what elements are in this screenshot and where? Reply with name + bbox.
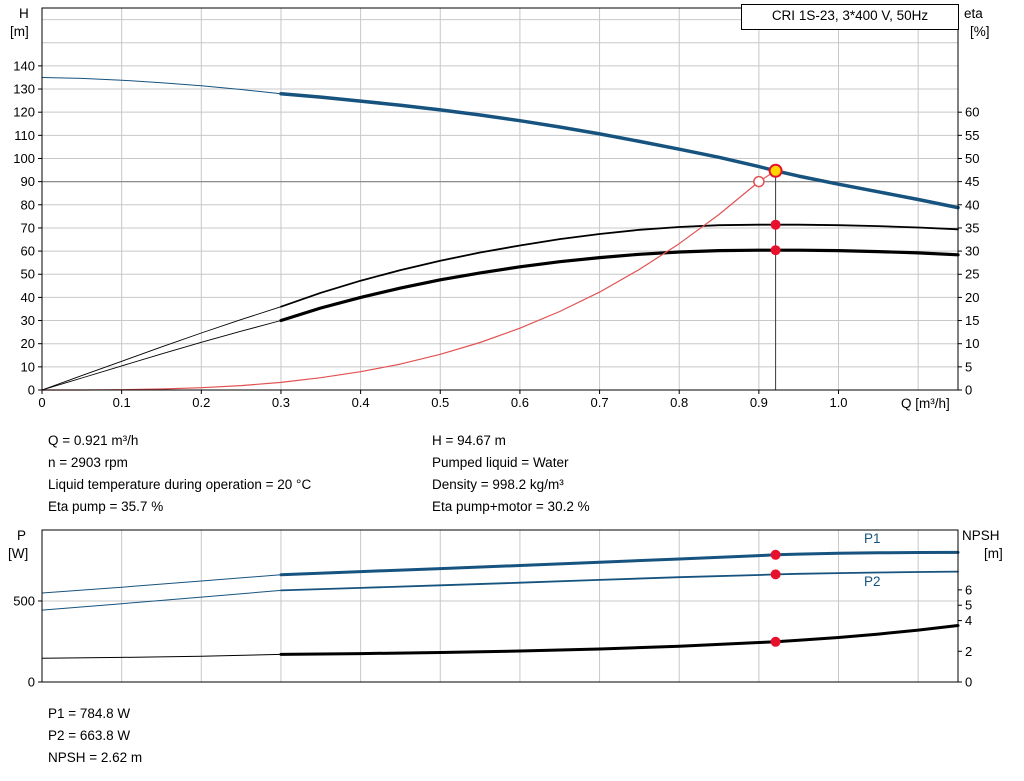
y-left-tick-label: 120 (13, 105, 35, 120)
y-left-tick-label: 130 (13, 82, 35, 97)
eta-axis-unit: [%] (970, 24, 990, 39)
x-tick-label: 0.1 (113, 395, 131, 410)
P2-curve (280, 570, 959, 592)
duty-info-right-column: H = 94.67 m Pumped liquid = Water Densit… (432, 430, 590, 518)
x-tick-label: 0.5 (431, 395, 449, 410)
y-left-tick-label: 60 (21, 244, 35, 259)
x-tick-label: 0.2 (192, 395, 210, 410)
x-tick-label: 0.8 (670, 395, 688, 410)
info-line-temp: Liquid temperature during operation = 20… (48, 477, 312, 492)
p1-curve-label: P1 (864, 531, 881, 546)
x-tick-label: 0.6 (511, 395, 529, 410)
y-right-tick-label: 0 (965, 383, 972, 398)
y-left-tick-label: 100 (13, 151, 35, 166)
y-left-tick-label: 40 (21, 290, 35, 305)
eta-axis-title: eta (964, 6, 983, 21)
y-right-tick-label: 5 (965, 359, 972, 374)
y-right-tick-label: 10 (965, 336, 979, 351)
y-right-tick-label: 40 (965, 197, 979, 212)
info-line-liquid: Pumped liquid = Water (432, 455, 569, 470)
pump-curve-curve (279, 91, 960, 210)
eta-pump-motor-duty-point (770, 245, 781, 256)
x-tick-label: 0 (38, 395, 45, 410)
pump-title-box: CRI 1S-23, 3*400 V, 50Hz (741, 4, 959, 30)
p2-duty-point (770, 569, 781, 580)
P1-extension-curve (41, 574, 282, 594)
info-line-eta-pump: Eta pump = 35.7 % (48, 499, 164, 514)
duty-point (768, 163, 783, 178)
y-right-tick-label: 4 (965, 613, 972, 628)
y-right-tick-label: 5 (965, 598, 972, 613)
y-right-tick-label: 15 (965, 313, 979, 328)
y-left-tick-label: 0 (28, 675, 35, 690)
system-curve-curve (41, 170, 777, 391)
plot-border (41, 529, 959, 683)
h-axis-title: H (19, 6, 29, 21)
y-right-tick-label: 2 (965, 644, 972, 659)
result-line-p1: P1 = 784.8 W (48, 706, 131, 721)
pump-curve-extension-curve (41, 77, 282, 95)
info-line-q: Q = 0.921 m³/h (48, 433, 139, 448)
y-left-tick-label: 110 (14, 128, 35, 143)
eta-pump-motor-extension-curve (41, 320, 282, 391)
y-right-tick-label: 20 (965, 290, 979, 305)
y-right-tick-label: 50 (965, 151, 979, 166)
eta-pump-motor-curve-curve (279, 248, 960, 323)
p-axis-title: P (17, 528, 27, 543)
NPSH-curve (279, 624, 960, 656)
y-left-tick-label: 140 (13, 58, 35, 73)
eta-pump-duty-point (770, 219, 781, 230)
y-left-tick-label: 50 (21, 267, 35, 282)
y-left-tick-label: 70 (21, 220, 35, 235)
info-line-speed: n = 2903 rpm (48, 455, 128, 470)
x-tick-label: 1.0 (829, 395, 847, 410)
P2-extension-curve (41, 589, 282, 611)
x-tick-label: 0.4 (352, 395, 370, 410)
y-left-tick-label: 80 (21, 197, 35, 212)
y-left-tick-label: 0 (28, 383, 35, 398)
info-line-h: H = 94.67 m (432, 433, 506, 448)
h-axis-unit: [m] (10, 24, 29, 39)
x-tick-label: 0.7 (591, 395, 609, 410)
p2-curve-label: P2 (864, 574, 881, 589)
y-right-tick-label: 60 (965, 105, 979, 120)
eta-pump-curve-curve (280, 223, 959, 308)
y-left-tick-label: 20 (21, 336, 35, 351)
y-left-tick-label: 10 (21, 359, 35, 374)
npsh-duty-point (770, 636, 781, 647)
p1-duty-point (770, 549, 781, 560)
y-right-tick-label: 35 (965, 220, 979, 235)
NPSH-extension-curve (41, 653, 282, 659)
x-tick-label: 0.9 (750, 395, 768, 410)
x-tick-label: 0.3 (272, 395, 290, 410)
result-line-p2: P2 = 663.8 W (48, 728, 131, 743)
y-right-tick-label: 25 (965, 267, 979, 282)
plot-border (41, 7, 959, 391)
p-axis-unit: [W] (8, 546, 29, 561)
npsh-axis-title: NPSH (962, 528, 1000, 543)
P1-curve (279, 550, 960, 577)
y-left-tick-label: 500 (13, 593, 35, 608)
q-axis-title: Q [m³/h] (901, 396, 950, 411)
info-line-density: Density = 998.2 kg/m³ (432, 477, 564, 492)
y-right-tick-label: 55 (965, 128, 979, 143)
eta-pump-extension-curve (41, 306, 282, 391)
y-right-tick-label: 45 (965, 174, 979, 189)
result-line-npsh: NPSH = 2.62 m (48, 750, 143, 765)
y-right-tick-label: 30 (965, 244, 979, 259)
y-right-tick-label: 0 (965, 675, 972, 690)
y-left-tick-label: 90 (21, 174, 35, 189)
results-panel: P1 = 784.8 W P2 = 663.8 W NPSH = 2.62 m (48, 703, 142, 769)
y-left-tick-label: 30 (21, 313, 35, 328)
requested-duty-point (753, 175, 765, 188)
y-right-tick-label: 6 (965, 582, 972, 597)
duty-info-left-column: Q = 0.921 m³/h n = 2903 rpm Liquid tempe… (48, 430, 311, 518)
info-line-eta-total: Eta pump+motor = 30.2 % (432, 499, 590, 514)
npsh-axis-unit: [m] (984, 546, 1003, 561)
